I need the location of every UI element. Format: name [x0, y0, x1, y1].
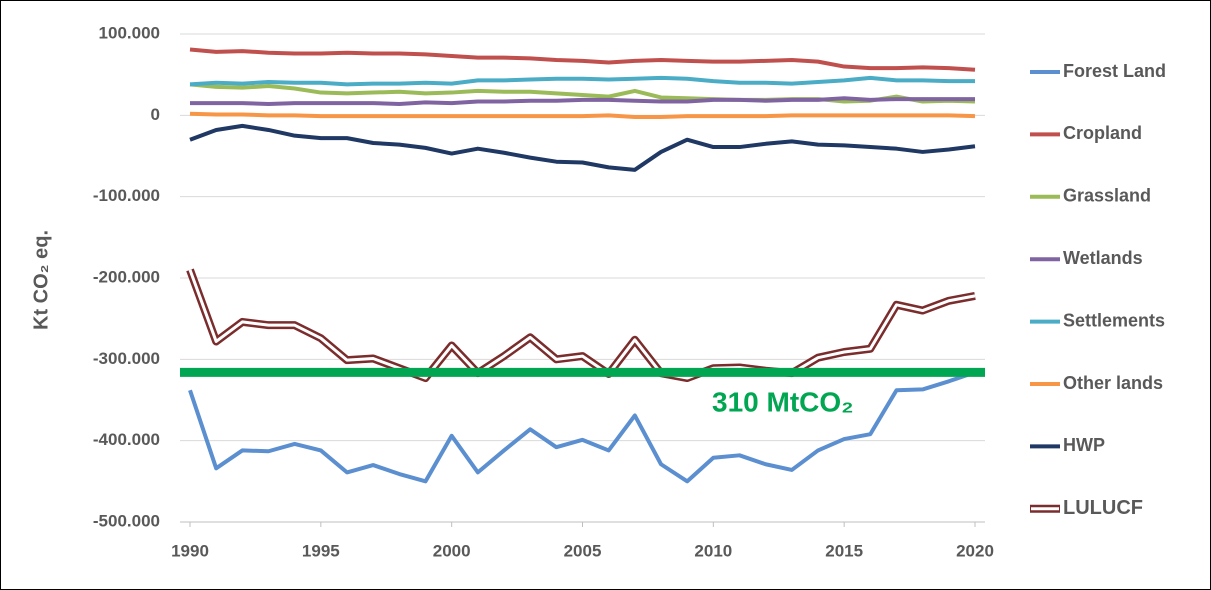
series-line — [189, 123, 976, 172]
y-tick-label: 100.000 — [99, 23, 160, 42]
x-tick-label: 2020 — [956, 541, 994, 560]
series-line — [189, 82, 976, 104]
x-tick-label: 1990 — [171, 541, 209, 560]
y-axis-label: Kt CO₂ eq. — [30, 230, 52, 330]
x-tick-label: 1995 — [302, 541, 340, 560]
x-tick-label: 2000 — [433, 541, 471, 560]
legend-label: Wetlands — [1063, 248, 1143, 268]
series-line — [188, 370, 976, 484]
series-line — [190, 96, 975, 106]
legend-label: Forest Land — [1063, 61, 1166, 81]
y-tick-label: -100.000 — [93, 186, 160, 205]
x-tick-label: 2010 — [694, 541, 732, 560]
legend-label: Other lands — [1063, 373, 1163, 393]
y-tick-label: -500.000 — [93, 511, 160, 530]
legend-label: Settlements — [1063, 310, 1165, 330]
legend-label: LULUCF — [1063, 497, 1143, 519]
y-tick-label: -300.000 — [93, 349, 160, 368]
series-line-inner — [188, 269, 976, 380]
reference-label: 310 MtCO₂ — [712, 387, 854, 418]
x-tick-label: 2005 — [564, 541, 602, 560]
y-tick-label: -200.000 — [93, 267, 160, 286]
series-line — [189, 47, 976, 72]
y-tick-label: -400.000 — [93, 430, 160, 449]
x-tick-label: 2015 — [825, 541, 863, 560]
series-line — [189, 111, 976, 119]
legend-label: Grassland — [1063, 186, 1151, 206]
series-line — [189, 75, 975, 87]
legend-label: Cropland — [1063, 123, 1142, 143]
y-tick-label: 0 — [151, 105, 160, 124]
legend-label: HWP — [1063, 435, 1105, 455]
